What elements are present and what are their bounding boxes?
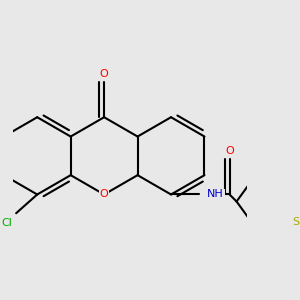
Text: NH: NH (207, 190, 224, 200)
Text: Cl: Cl (1, 218, 12, 228)
Text: O: O (225, 146, 234, 157)
Text: S: S (292, 217, 299, 227)
Text: O: O (100, 69, 109, 79)
Text: O: O (100, 190, 109, 200)
